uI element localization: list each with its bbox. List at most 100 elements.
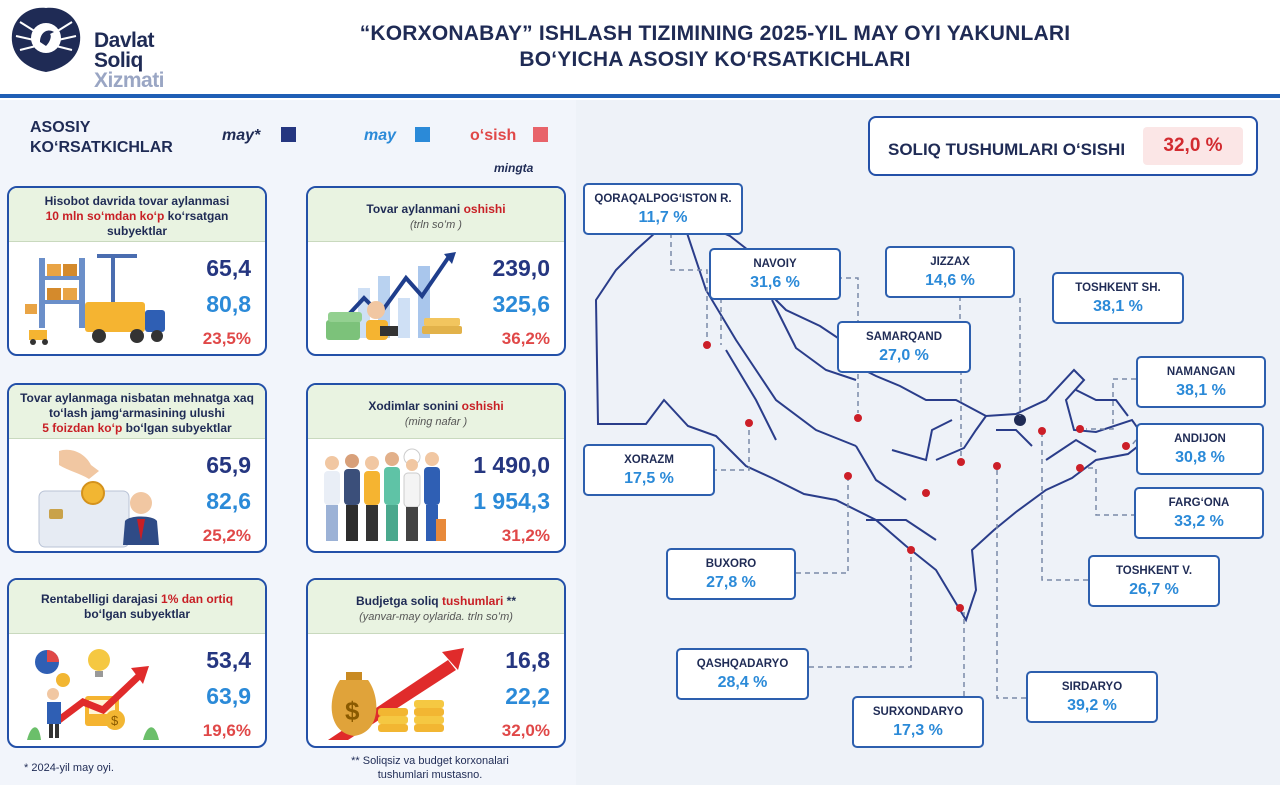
legend-prev-label: may* [222,127,261,144]
region-value: 33,2 % [1174,513,1224,530]
region-name: NAMANGAN [1166,366,1236,378]
region-value: 38,1 % [1093,298,1143,315]
tax-growth-value: 32,0 % [1163,135,1223,156]
card-title-text: Hisobot davrida tovar aylanmasi [44,194,230,208]
card-title-highlight: 10 mln soʻmdan koʻp [45,209,165,223]
profit-chart-icon: $ [27,649,159,740]
value-growth: 36,2% [501,329,550,348]
value-growth: 25,2% [202,526,251,545]
eagle-logo-icon [11,7,81,73]
marker-namangan [1076,425,1084,433]
region-value: 17,5 % [624,470,674,487]
footnote-budget: ** Soliqsiz va budget korxonalari tushum… [351,755,509,781]
value-growth: 31,2% [501,526,550,545]
region-buxoro: BUXORO 27,8 % [666,548,796,600]
card-title-text: Rentabelligi darajasi [40,592,158,606]
region-value: 30,8 % [1175,449,1225,466]
svg-text:$: $ [111,713,119,728]
value-curr: 63,9 [206,683,251,709]
region-name: QASHQADARYO [696,658,789,670]
region-name: SIRDARYO [1061,681,1123,693]
value-prev: 1 490,0 [473,452,550,478]
tax-growth-value-box: 32,0 % [1143,127,1243,165]
map-panel: SOLIQ TUSHUMLARI OʻSISHI 32,0 % QORAQALP… [576,100,1280,785]
region-qashqadaryo: QASHQADARYO 28,4 % [676,648,809,700]
region-value: 31,6 % [750,274,800,291]
indicator-card-turnover-subjects: Hisobot davrida tovar aylanmasi 10 mln s… [7,186,267,356]
region-value: 27,0 % [879,347,929,364]
region-name: ANDIJON [1174,433,1226,445]
value-growth: 19,6% [202,721,251,740]
region-name: SURXONDARYO [872,706,964,718]
card-values: 16,8 22,2 32,0% [440,642,550,746]
card-values: 239,0 325,6 36,2% [440,250,550,354]
region-sirdaryo: SIRDARYO 39,2 % [1026,671,1158,723]
marker-jizzax [957,458,965,466]
value-curr: 80,8 [206,291,251,317]
marker-navoiy [854,414,862,422]
region-name: QORAQALPOGʻISTON R. [594,193,732,205]
region-value: 38,1 % [1176,382,1226,399]
value-growth: 23,5% [202,329,251,348]
tax-growth-summary: SOLIQ TUSHUMLARI OʻSISHI 32,0 % [868,116,1258,176]
page-title-line-1: “KORXONABAY” ISHLASH TIZIMINING 2025-YIL… [359,22,1071,45]
card-title: Budjetga soliq tushumlari ** [308,594,564,609]
region-toshkent-v: TOSHKENT V. 26,7 % [1088,555,1220,607]
region-value: 11,7 % [638,209,688,226]
region-value: 27,8 % [706,574,756,591]
marker-qashqadaryo [907,546,915,554]
card-values: 53,4 63,9 19,6% [141,642,251,746]
region-value: 26,7 % [1129,581,1179,598]
legend-prev-swatch [281,127,296,142]
value-curr: 22,2 [505,683,550,709]
card-title: Tovar aylanmani oshishi [308,202,564,217]
payroll-card-icon [38,449,159,548]
money-growth-icon [326,252,462,340]
brand-line-1: Davlat [94,29,155,52]
legend-growth-label: oʻsish [470,127,517,144]
region-name: BUXORO [705,558,757,570]
card-title-text: Tovar aylanmani [366,202,461,216]
header-divider [0,94,1280,98]
unit-note: mingta [494,161,534,175]
card-header: Hisobot davrida tovar aylanmasi 10 mln s… [9,188,265,242]
region-name: NAVOIY [753,258,797,270]
region-jizzax: JIZZAX 14,6 % [885,246,1015,298]
legend-curr-swatch [415,127,430,142]
value-growth: 32,0% [501,721,550,740]
value-prev: 16,8 [505,647,550,673]
region-value: 14,6 % [925,272,975,289]
value-prev: 65,9 [206,452,251,478]
region-samarqand: SAMARQAND 27,0 % [837,321,971,373]
card-title-text: Budjetga soliq [355,594,439,608]
legend-growth-swatch [533,127,548,142]
value-prev: 239,0 [492,255,550,281]
card-values: 65,9 82,6 25,2% [141,447,251,551]
uzbekistan-map [594,218,1148,699]
region-value: 17,3 % [893,722,943,739]
value-curr: 82,6 [206,488,251,514]
card-subtitle: (ming nafar ) [404,416,468,428]
region-andijon: ANDIJON 30,8 % [1136,423,1264,475]
region-value: 39,2 % [1067,697,1117,714]
marker-toshkent-sh [1014,414,1026,426]
indicators-heading: ASOSIY KOʻRSATKICHLAR [30,119,173,156]
card-values: 1 490,0 1 954,3 31,2% [440,447,550,551]
card-values: 65,4 80,8 23,5% [141,250,251,354]
page-title-line-2: BOʻYICHA ASOSIY KOʻRSATKICHLARI [519,48,911,71]
marker-toshkent-v [1038,427,1046,435]
value-curr: 1 954,3 [473,488,550,514]
region-navoiy: NAVOIY 31,6 % [709,248,841,300]
marker-andijon [1122,442,1130,450]
card-title: Rentabelligi darajasi 1% dan ortiq boʻlg… [9,592,265,622]
region-namangan: NAMANGAN 38,1 % [1136,356,1266,408]
region-value: 28,4 % [717,674,768,691]
card-header: Tovar aylanmaga nisbatan mehnatga xaq to… [9,385,265,439]
region-name: SAMARQAND [865,331,943,343]
warehouse-truck-icon [25,254,165,345]
marker-samarqand [922,489,930,497]
brand-line-3: Xizmati [94,69,165,92]
value-prev: 53,4 [206,647,251,673]
card-title: Hisobot davrida tovar aylanmasi 10 mln s… [9,194,265,239]
footnote-prev-period: * 2024-yil may oyi. [24,762,114,774]
